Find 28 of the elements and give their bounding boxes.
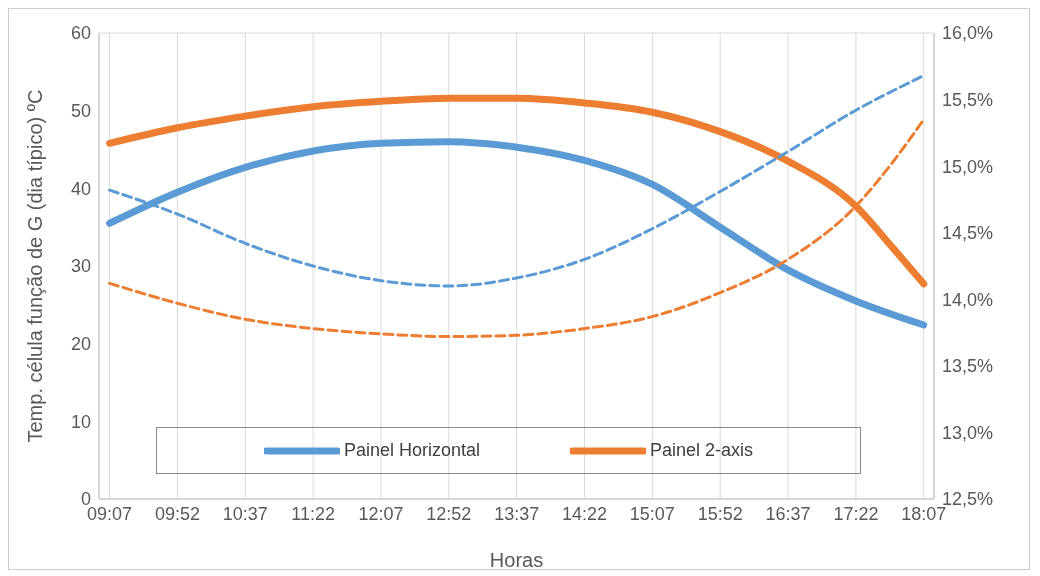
x-tick-label: 10:37 [222, 503, 268, 524]
y-tick-label: 40 [70, 178, 91, 199]
x-tick-label: 17:22 [833, 503, 879, 524]
y2-tick-label: 13,5% [942, 356, 994, 377]
y-tick-label: 20 [70, 334, 91, 355]
y-tick-label: 10 [70, 411, 91, 432]
legend-label: Painel 2-axis [649, 440, 754, 461]
y2-tick-label: 14,0% [942, 289, 994, 310]
y2-tick-label: 16,0% [942, 23, 994, 44]
x-tick-label: 15:07 [629, 503, 675, 524]
x-tick-label: 09:52 [154, 503, 200, 524]
legend-label: Painel Horizontal [342, 440, 480, 461]
y2-tick-label: 15,5% [942, 89, 994, 110]
y2-tick-label: 14,5% [942, 223, 994, 244]
x-axis-title: Horas [489, 549, 544, 571]
y2-tick-label: 13,0% [942, 422, 994, 443]
x-tick-label: 13:37 [494, 503, 540, 524]
x-tick-label: 11:22 [291, 503, 335, 524]
y-tick-label: 30 [70, 256, 91, 277]
y-tick-label: 50 [70, 101, 91, 122]
x-tick-label: 16:37 [765, 503, 811, 524]
x-tick-label: 14:22 [561, 503, 608, 524]
y2-tick-label: 15,0% [942, 156, 994, 177]
y-tick-label: 60 [70, 23, 91, 44]
x-tick-label: 15:52 [697, 503, 743, 524]
y-axis-title: Temp. célula função de G (dia típico) ºC [24, 89, 47, 443]
x-tick-label: 12:07 [358, 503, 404, 524]
x-tick-label: 12:52 [426, 503, 472, 524]
